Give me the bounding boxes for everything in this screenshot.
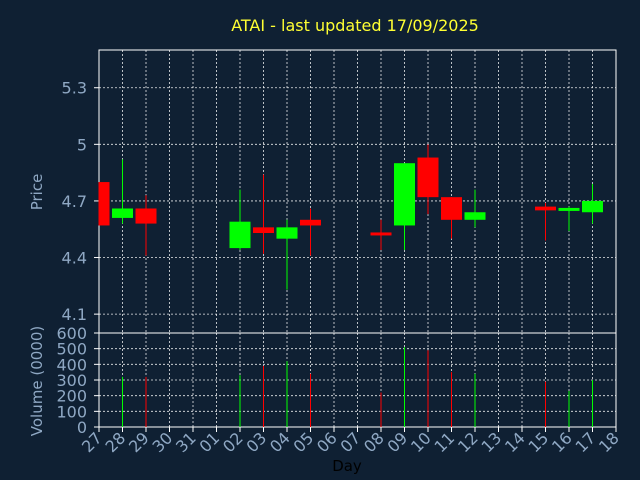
candle-body [558,207,580,211]
candle-body [112,208,133,218]
candle-body [464,212,486,220]
price-panel: 4.1 4.4 4.7 5 5.3 [62,49,617,334]
price-axis-label: Price [28,174,46,211]
candle-body [253,227,274,234]
volume-tick-label: 400 [56,355,87,374]
volume-tick-label: 500 [56,340,87,359]
candle-body [441,197,462,220]
x-axis: 2728293031010203040506070809101112131415… [78,427,623,456]
candle-body [535,206,556,211]
price-tick-label: 5 [77,135,87,154]
candle-body [582,200,603,213]
candle-body [135,208,157,224]
x-tick-label: 18 [595,428,623,456]
price-tick-label: 4.7 [62,192,87,211]
candle-body [99,182,110,226]
candle-body [300,219,321,226]
price-tick-label: 4.4 [62,249,87,268]
candle-body [276,227,298,239]
volume-tick-label: 600 [56,324,87,343]
candle-body [417,157,439,198]
volume-tick-label: 100 [56,402,87,421]
price-tick-label: 5.3 [62,79,87,98]
volume-tick-label: 0 [77,418,87,437]
volume-tick-label: 300 [56,371,87,390]
chart-title: ATAI - last updated 17/09/2025 [231,16,479,35]
candle-body [394,163,415,226]
candle-body [370,232,392,236]
price-tick-label: 4.1 [62,305,87,324]
volume-axis-label: Volume (0000) [28,326,46,436]
volume-tick-label: 200 [56,387,87,406]
x-axis-label: Day [332,457,362,475]
candle-body [229,221,251,249]
